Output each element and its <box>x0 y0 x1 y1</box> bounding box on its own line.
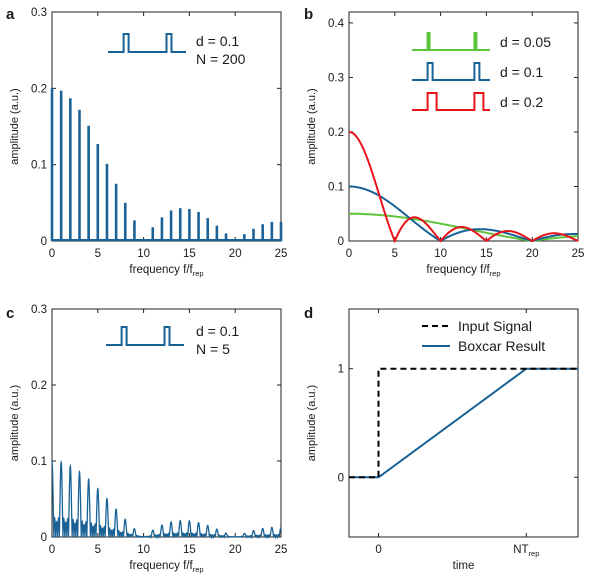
y-tick-label: 0.2 <box>31 380 47 392</box>
y-tick-label: 0.3 <box>31 304 47 316</box>
y-tick-label: 0.1 <box>31 160 47 172</box>
y-tick-label: 1 <box>338 364 344 376</box>
boxcar-result-line <box>349 367 578 479</box>
legend-pulse-icon <box>412 92 490 111</box>
plot-frame <box>348 308 579 538</box>
x-axis-label: frequency f/frep <box>129 264 203 278</box>
series-line-red <box>349 131 579 244</box>
x-tick-label: 0 <box>49 544 55 556</box>
y-axis-label: amplitude (a.u.) <box>9 88 21 164</box>
x-tick-label: 20 <box>526 248 539 260</box>
x-tick-label: 10 <box>137 248 150 260</box>
legend-label: d = 0.1 <box>500 64 543 80</box>
y-tick-label: 0.2 <box>328 127 344 139</box>
y-axis-label: amplitude (a.u.) <box>9 385 21 461</box>
x-tick-label: 15 <box>480 248 493 260</box>
x-tick-label: NTrep <box>513 544 539 558</box>
y-tick-label: 0 <box>41 532 47 544</box>
legend-pulse-icon <box>108 33 186 53</box>
series-line-green <box>349 212 578 243</box>
x-tick-label: 15 <box>183 248 196 260</box>
legend-label: d = 0.05 <box>500 34 551 50</box>
x-tick-label: 5 <box>95 248 101 260</box>
x-tick-label: 5 <box>95 544 101 556</box>
y-tick-label: 0.2 <box>31 83 47 95</box>
y-tick-label: 0 <box>338 236 344 248</box>
x-tick-label: 0 <box>49 248 55 260</box>
input-signal-line <box>349 367 578 479</box>
panel-label-b: b <box>304 6 313 23</box>
x-tick-label: 25 <box>275 544 288 556</box>
legend-label-n: N = 200 <box>196 51 246 67</box>
x-tick-label: 20 <box>229 248 242 260</box>
chart-d: 0 NTrep 0 1 amplitude (a.u.) time Input Signal… <box>306 308 579 572</box>
legend-label-input: Input Signal <box>458 318 532 334</box>
x-tick-label: 10 <box>137 544 150 556</box>
legend-label: d = 0.2 <box>500 94 543 110</box>
x-axis-label: frequency f/frep <box>426 264 500 278</box>
y-tick-label: 0.4 <box>328 18 345 30</box>
chart-a: 0 5 10 15 20 25 0 0.1 0.2 0.3 amplitude (a.u.) freq… <box>9 7 287 278</box>
y-tick-label: 0.3 <box>31 7 47 19</box>
y-axis-label: amplitude (a.u.) <box>306 88 318 164</box>
legend-pulse-icon <box>412 32 490 51</box>
y-tick-label: 0 <box>41 236 47 248</box>
legend-label-boxcar: Boxcar Result <box>458 338 545 354</box>
x-tick-label: 10 <box>434 248 447 260</box>
y-tick-label: 0.1 <box>328 181 344 193</box>
legend-pulse-icon <box>412 62 490 81</box>
legend-label-d: d = 0.1 <box>196 33 239 49</box>
plot-frame <box>51 308 282 538</box>
x-axis-label: frequency f/frep <box>129 560 203 574</box>
x-tick-label: 5 <box>392 248 398 260</box>
plot-frame <box>348 11 579 242</box>
panel-label-d: d <box>304 305 313 322</box>
series-line-blue <box>349 185 579 243</box>
x-tick-label: 0 <box>346 248 352 260</box>
x-axis-label: time <box>453 560 475 572</box>
x-tick-label: 25 <box>572 248 585 260</box>
panel-label-a: a <box>6 6 15 23</box>
x-tick-label: 15 <box>183 544 196 556</box>
y-tick-label: 0 <box>338 472 344 484</box>
y-tick-label: 0.1 <box>31 456 47 468</box>
legend-pulse-icon <box>106 326 184 346</box>
series-line <box>51 460 282 540</box>
x-tick-label: 20 <box>229 544 242 556</box>
legend-label-d: d = 0.1 <box>196 323 239 339</box>
legend-label-n: N = 5 <box>196 341 230 357</box>
chart-c: 0 5 10 15 20 25 0 0.1 0.2 0.3 amplitude (a.u.) freq… <box>9 304 287 574</box>
x-tick-label: 25 <box>275 248 288 260</box>
y-tick-label: 0.3 <box>328 72 344 84</box>
chart-b: 0 5 10 15 20 25 0 0.1 0.2 0.3 0.4 amplitude (a.u.) f… <box>306 11 585 278</box>
panel-label-c: c <box>6 305 14 322</box>
x-tick-label: 0 <box>375 544 381 556</box>
y-axis-label: amplitude (a.u.) <box>306 385 318 461</box>
